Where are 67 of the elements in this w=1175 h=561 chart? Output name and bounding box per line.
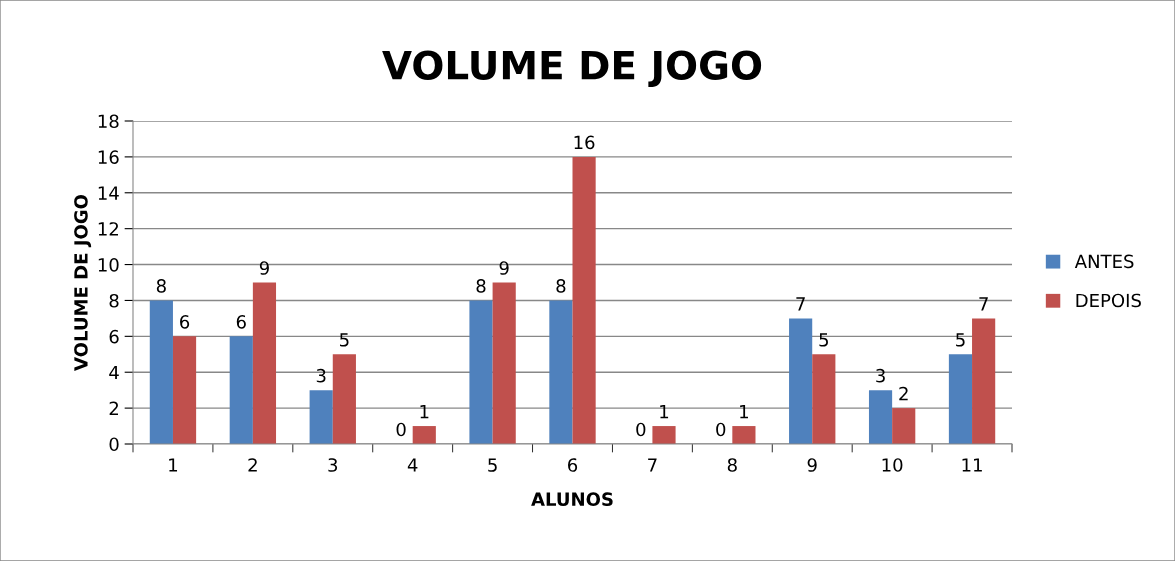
- data-label: 5: [956, 333, 965, 347]
- bar: [812, 354, 836, 444]
- bar: [789, 318, 813, 444]
- legend-label: DEPOIS: [1076, 293, 1141, 308]
- chart-title: VOLUME DE JOGO: [382, 50, 762, 88]
- bar: [469, 300, 493, 444]
- y-tick-label: 12: [98, 222, 118, 236]
- bar: [252, 282, 277, 444]
- x-axis-title: ALUNOS: [531, 492, 613, 507]
- bar: [892, 408, 916, 444]
- data-label: 3: [876, 368, 885, 383]
- data-label: 5: [819, 333, 828, 347]
- data-label: 7: [979, 297, 988, 311]
- bar: [229, 336, 253, 444]
- y-tick-label: 10: [98, 258, 119, 272]
- x-tick-label: 7: [648, 458, 657, 472]
- x-tick-label: 9: [807, 458, 817, 472]
- data-label: 5: [340, 333, 349, 347]
- bar: [492, 282, 516, 444]
- y-tick-label: 0: [109, 437, 119, 452]
- bar: [948, 354, 973, 444]
- x-tick-label: 2: [248, 458, 257, 472]
- y-tick-label: 4: [109, 365, 119, 380]
- data-label: 1: [740, 404, 748, 419]
- legend-label: ANTES: [1074, 254, 1134, 269]
- y-tick-label: 6: [109, 329, 119, 344]
- bar: [332, 354, 356, 444]
- bar: [412, 426, 436, 444]
- data-label: 8: [476, 279, 486, 293]
- data-label: 16: [574, 135, 595, 150]
- y-tick-label: 18: [98, 114, 119, 129]
- data-label: 0: [636, 422, 646, 437]
- y-tick-label: 14: [98, 186, 119, 200]
- bar: [172, 336, 197, 444]
- data-label: 9: [499, 261, 509, 275]
- bar: [549, 300, 573, 444]
- x-tick-label: 3: [328, 458, 338, 472]
- x-tick-label: 11: [962, 458, 982, 472]
- bar: [309, 390, 333, 444]
- x-tick-label: 1: [169, 458, 178, 472]
- data-label: 8: [156, 279, 166, 293]
- x-tick-label: 6: [568, 458, 578, 472]
- data-label: 6: [236, 315, 246, 329]
- x-tick-label: 8: [727, 458, 737, 472]
- bar: [868, 390, 893, 444]
- bar: [732, 426, 756, 444]
- y-tick-label: 8: [109, 293, 119, 308]
- data-label: 3: [316, 368, 326, 383]
- bar: [149, 300, 173, 444]
- y-axis-title: VOLUME DE JOGO: [74, 194, 92, 371]
- data-label: 0: [396, 422, 406, 437]
- x-tick-label: 5: [488, 458, 497, 472]
- bar: [572, 156, 596, 444]
- data-label: 6: [180, 315, 190, 329]
- y-tick-label: 2: [109, 401, 118, 415]
- data-label: 1: [420, 404, 429, 419]
- x-tick-label: 10: [882, 458, 903, 472]
- y-tick-label: 16: [98, 150, 119, 165]
- data-label: 7: [796, 297, 805, 311]
- data-label: 9: [259, 261, 269, 275]
- bar: [972, 318, 996, 444]
- data-label: 8: [556, 279, 566, 293]
- bar: [652, 426, 676, 444]
- data-label: 2: [899, 386, 908, 401]
- data-label: 1: [660, 404, 669, 419]
- x-tick-label: 4: [407, 458, 418, 472]
- data-label: 0: [716, 422, 726, 437]
